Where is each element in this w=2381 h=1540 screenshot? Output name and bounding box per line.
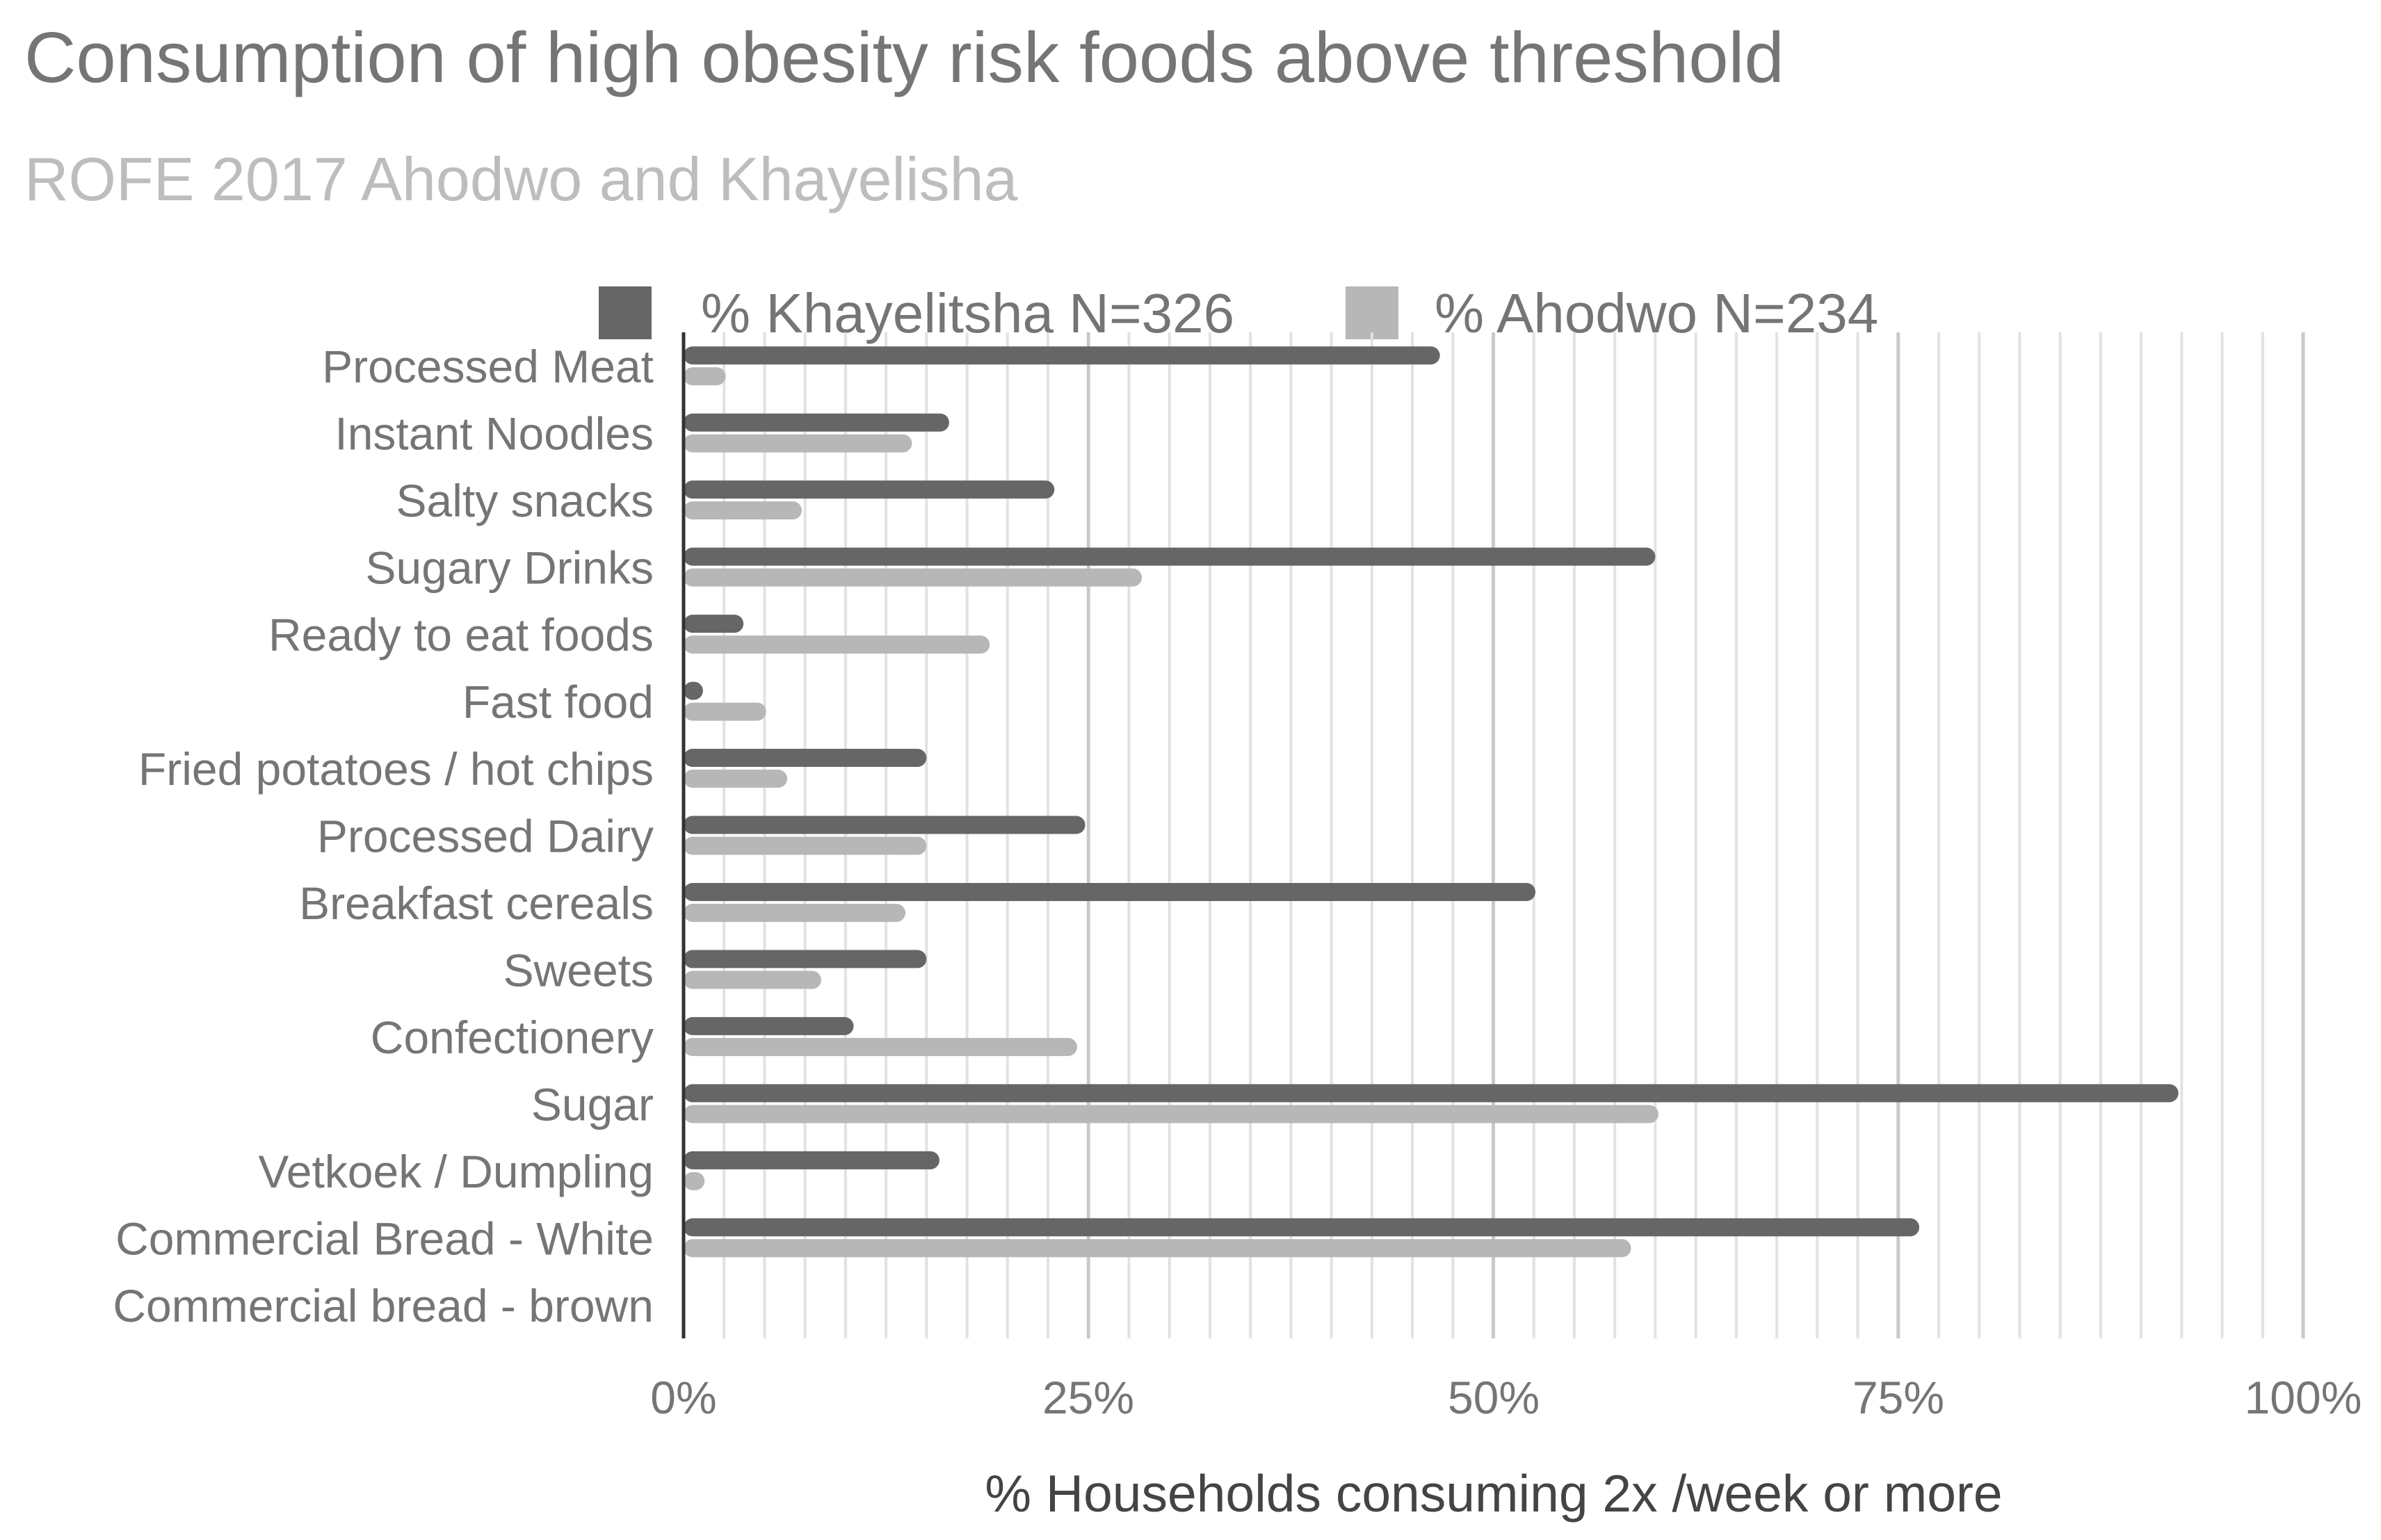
bar-ahodwo [684,770,788,788]
bar-khayelitsha [684,480,1055,499]
category-label: Sugary Drinks [366,542,654,594]
bar-khayelitsha [684,749,927,768]
bar-khayelitsha [684,1218,1920,1237]
chart-title: Consumption of high obesity risk foods a… [24,17,1784,97]
bar-ahodwo [684,635,990,654]
bar-ahodwo [684,836,927,855]
category-label: Ready to eat foods [268,609,654,660]
bar-ahodwo [684,702,766,721]
x-tick-label: 75% [1853,1372,1944,1423]
bar-ahodwo [684,1105,1659,1124]
bar-khayelitsha [684,681,703,700]
bar-khayelitsha [684,1016,854,1035]
bar-ahodwo [684,1172,705,1190]
bar-khayelitsha [684,413,949,432]
chart-subtitle: ROFE 2017 Ahodwo and Khayelisha [24,145,1018,213]
category-label: Commercial bread - brown [113,1280,654,1331]
x-tick-labels: 0% 25% 50% 75% 100% [650,1372,2362,1423]
bar-khayelitsha [684,950,927,968]
category-label: Fried potatoes / hot chips [138,743,654,795]
legend-swatch-ahodwo [1346,286,1398,339]
legend-swatch-khayelitsha [599,286,652,339]
bar-khayelitsha [684,882,1536,901]
category-label: Fast food [462,676,654,728]
bar-ahodwo [684,1239,1631,1258]
category-label: Commercial Bread - White [115,1213,654,1264]
bar-khayelitsha [684,1084,2179,1103]
bar-ahodwo [684,903,906,922]
bar-khayelitsha [684,547,1656,566]
category-labels: Processed Meat Instant Noodles Salty snack… [113,341,654,1331]
category-label: Sugar [531,1078,654,1130]
bar-khayelitsha [684,1151,939,1169]
category-label: Sweets [503,944,654,996]
category-label: Salty snacks [396,475,654,526]
bar-ahodwo [684,367,726,386]
x-tick-label: 100% [2245,1372,2362,1423]
bar-ahodwo [684,1037,1077,1056]
bar-khayelitsha [684,346,1440,365]
x-tick-label: 25% [1042,1372,1134,1423]
x-tick-label: 50% [1448,1372,1540,1423]
bars [684,346,2179,1258]
bar-ahodwo [684,501,802,520]
bar-khayelitsha [684,816,1085,834]
category-label: Processed Dairy [317,811,654,862]
bar-khayelitsha [684,615,744,633]
category-label: Vetkoek / Dumpling [258,1146,654,1197]
category-label: Instant Noodles [334,408,654,460]
bar-ahodwo [684,434,912,453]
category-label: Breakfast cereals [299,877,654,929]
bar-ahodwo [684,971,821,989]
bar-ahodwo [684,568,1143,587]
x-axis-label: % Households consuming 2x /week or more [985,1464,2002,1523]
category-label: Processed Meat [322,341,654,392]
category-label: Confectionery [371,1012,654,1063]
gridlines [723,332,2305,1338]
x-tick-label: 0% [650,1372,716,1423]
